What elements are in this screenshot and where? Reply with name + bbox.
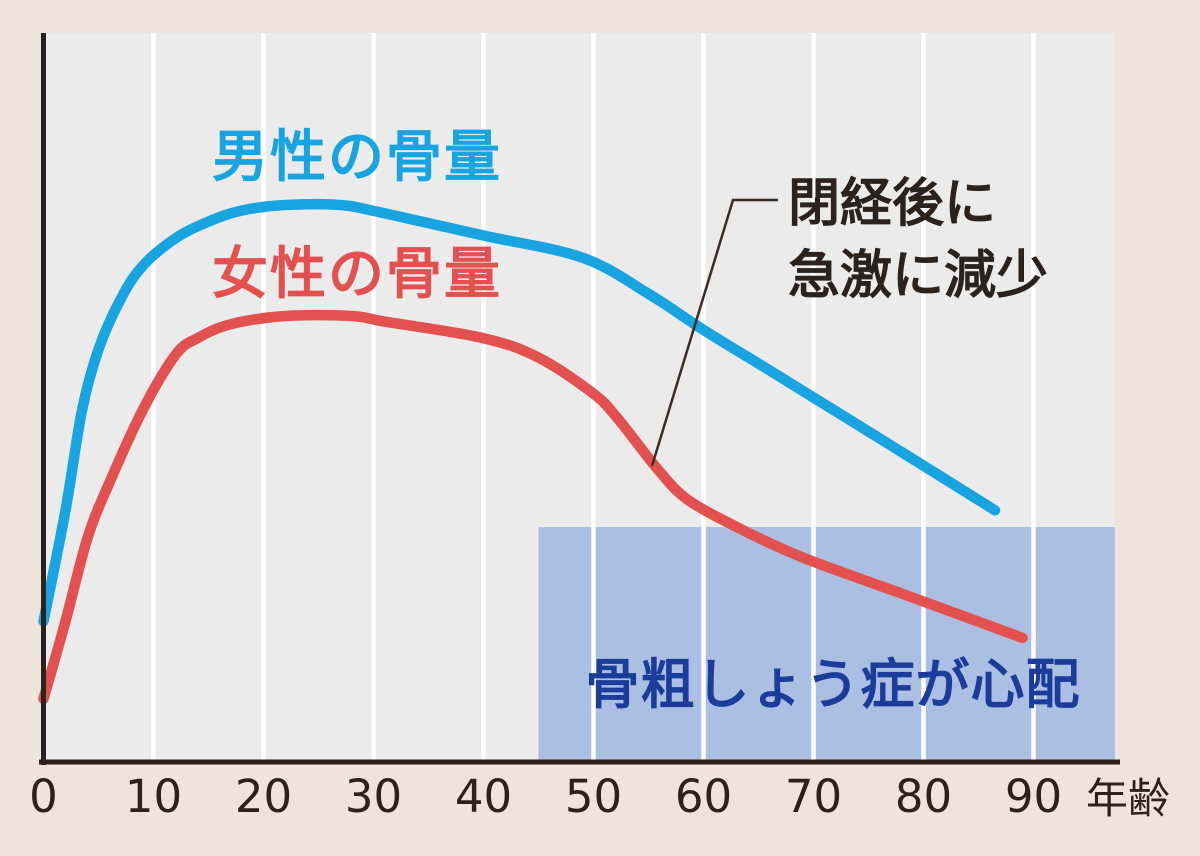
x-tick-label-90: 90: [1004, 770, 1063, 823]
female-series-label: 女性の骨量: [212, 242, 502, 307]
menopause-annotation: 閉経後に 急激に減少: [788, 168, 1048, 312]
x-tick-label-20: 20: [234, 770, 293, 823]
male-series-label: 男性の骨量: [212, 125, 502, 190]
x-tick-label-30: 30: [344, 770, 403, 823]
menopause-annotation-line1: 閉経後に: [788, 174, 997, 234]
x-tick-label-10: 10: [124, 770, 183, 823]
menopause-annotation-line2: 急激に減少: [788, 246, 1049, 306]
x-tick-label-60: 60: [674, 770, 733, 823]
x-tick-label-80: 80: [894, 770, 953, 823]
x-axis-unit-label: 年齢: [1086, 774, 1171, 823]
x-tick-label-0: 0: [29, 770, 58, 823]
female-bone-mass-curve: [38, 309, 1028, 705]
osteoporosis-region-label: 骨粗しょう症が心配: [585, 653, 1081, 716]
x-tick-label-40: 40: [454, 770, 513, 823]
annotation-pointer-line: [650, 198, 778, 467]
male-bone-mass-curve: [38, 198, 1001, 627]
x-tick-label-50: 50: [564, 770, 623, 823]
x-tick-label-70: 70: [784, 770, 843, 823]
